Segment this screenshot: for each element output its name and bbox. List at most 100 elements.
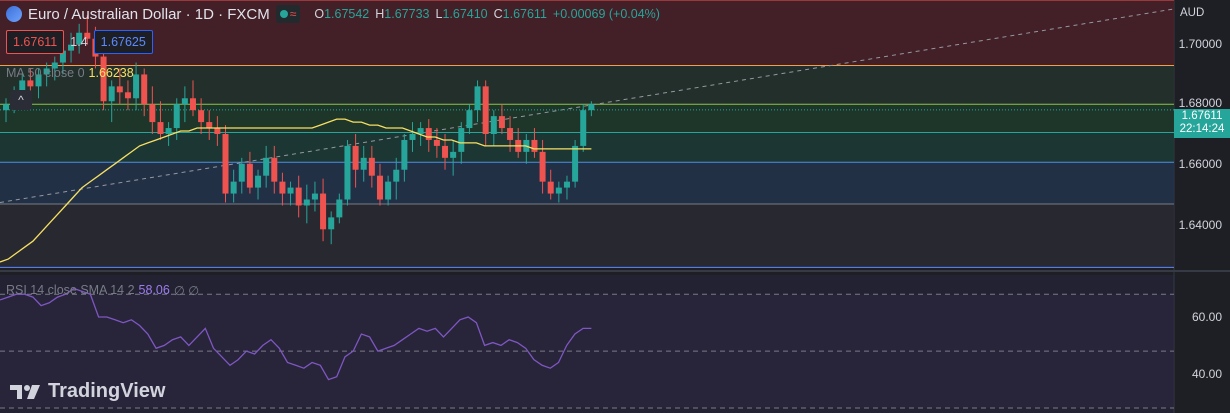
candle-body bbox=[133, 74, 140, 99]
candle-body bbox=[181, 98, 188, 105]
candle-body bbox=[482, 86, 489, 134]
candle-body bbox=[3, 104, 9, 111]
candle-body bbox=[149, 104, 156, 123]
fib-zone bbox=[0, 0, 1174, 66]
rsi-pane bbox=[0, 287, 1174, 409]
candle-body bbox=[417, 128, 424, 134]
price-tick-label: 1.66000 bbox=[1178, 157, 1222, 171]
candle-body bbox=[360, 157, 367, 170]
candle-body bbox=[368, 157, 375, 176]
candle-body bbox=[336, 199, 343, 218]
candle-body bbox=[68, 44, 75, 51]
fib-zone bbox=[0, 132, 1174, 163]
ma-legend-value: 1.66238 bbox=[88, 66, 134, 80]
brand-name: TradingView bbox=[48, 380, 166, 402]
trendline-dashed bbox=[0, 8, 1175, 203]
candle-body bbox=[498, 116, 505, 129]
ma-legend[interactable]: MA 50 close 0 1.66238 bbox=[6, 66, 134, 80]
rsi-legend-label: RSI 14 close SMA 14 2 bbox=[6, 283, 135, 297]
low-value: 1.67410 bbox=[442, 7, 488, 21]
candle-body bbox=[84, 32, 91, 39]
fib-zone bbox=[0, 162, 1174, 204]
candle-body bbox=[376, 175, 383, 200]
candle-body bbox=[255, 175, 262, 188]
candle-body bbox=[263, 157, 270, 176]
price-tick-label: 1.70000 bbox=[1178, 37, 1222, 51]
open-value: 1.67542 bbox=[324, 7, 370, 21]
candle-body bbox=[563, 181, 570, 188]
rsi-tick-label: 60.00 bbox=[1191, 310, 1222, 324]
last-price-badge: 1.67611 22:14:24 bbox=[1174, 109, 1230, 138]
collapse-legend-button[interactable]: ^ bbox=[10, 90, 32, 110]
close-value: 1.67611 bbox=[502, 7, 547, 21]
buy-button[interactable]: 1.67625 bbox=[93, 30, 153, 54]
rsi-line bbox=[0, 287, 592, 381]
candle-body bbox=[279, 181, 286, 194]
candle-body bbox=[303, 199, 310, 206]
candle-body bbox=[466, 110, 473, 129]
candle-body bbox=[450, 151, 457, 158]
candle-body bbox=[222, 134, 229, 194]
candle-body bbox=[287, 187, 294, 194]
candle-body bbox=[531, 139, 538, 152]
candle-body bbox=[141, 74, 148, 105]
candle-body bbox=[393, 169, 400, 182]
candle-body bbox=[572, 145, 579, 182]
fib-zone bbox=[0, 65, 1174, 105]
ma-legend-label: MA 50 close 0 bbox=[6, 66, 85, 80]
price-tick-label: 1.64000 bbox=[1178, 218, 1222, 232]
candle-body bbox=[238, 163, 245, 182]
market-status-indicator[interactable]: ≈ bbox=[275, 5, 301, 23]
candle-body bbox=[246, 163, 253, 188]
candle-body bbox=[35, 74, 42, 87]
fibonacci-retracement-zones[interactable] bbox=[0, 0, 1174, 268]
last-price-value: 1.67611 bbox=[1181, 110, 1223, 122]
open-key: O bbox=[314, 7, 325, 21]
ohlc-values: O1.67542 H1.67733 L1.67410 C1.67611 +0.0… bbox=[314, 7, 660, 21]
axis-currency-label[interactable]: AUD bbox=[1180, 7, 1205, 19]
candle-body bbox=[116, 86, 123, 93]
candle-body bbox=[539, 151, 546, 182]
candle-body bbox=[580, 110, 587, 146]
candle-body bbox=[295, 187, 302, 206]
fib-zone bbox=[0, 203, 1174, 268]
spread-value: 1.4 bbox=[70, 35, 88, 49]
candle-body bbox=[206, 122, 213, 129]
candle-body bbox=[230, 181, 237, 194]
rsi-legend[interactable]: RSI 14 close SMA 14 2 58.06 ∅ ∅ bbox=[6, 283, 199, 298]
rsi-tick-label: 40.00 bbox=[1191, 367, 1222, 381]
candle-body bbox=[547, 181, 554, 194]
candle-body bbox=[507, 128, 514, 140]
candle-body bbox=[100, 56, 107, 102]
wave-icon: ≈ bbox=[289, 7, 297, 21]
candle-body bbox=[189, 98, 196, 111]
candle-body bbox=[271, 157, 278, 182]
symbol-title[interactable]: Euro / Australian Dollar · 1D · FXCM bbox=[28, 5, 270, 23]
candle-body bbox=[165, 128, 172, 134]
tradingview-logo[interactable]: TradingView bbox=[10, 380, 165, 403]
candle-body bbox=[311, 193, 318, 200]
candle-body bbox=[157, 122, 164, 134]
candle-body bbox=[43, 68, 50, 75]
candle-body bbox=[555, 187, 562, 194]
tradingview-logo-icon bbox=[10, 384, 40, 399]
market-open-dot-icon bbox=[279, 10, 288, 18]
candle-body bbox=[409, 134, 416, 140]
candle-body bbox=[442, 145, 449, 158]
low-key: L bbox=[435, 7, 443, 21]
candle-body bbox=[401, 139, 408, 170]
close-key: C bbox=[493, 7, 503, 21]
chevron-up-icon: ^ bbox=[18, 93, 24, 107]
ma-50-line bbox=[0, 118, 592, 263]
sell-button[interactable]: 1.67611 bbox=[6, 30, 65, 54]
candle-body bbox=[173, 104, 180, 129]
candle-body bbox=[328, 217, 335, 230]
candle-body bbox=[425, 128, 432, 140]
candle-body bbox=[19, 80, 26, 93]
candle-body bbox=[352, 145, 359, 170]
high-value: 1.67733 bbox=[384, 7, 430, 21]
candle-body bbox=[474, 86, 481, 111]
candle-body bbox=[385, 181, 392, 200]
change-value: +0.00069 (+0.04%) bbox=[552, 7, 660, 21]
